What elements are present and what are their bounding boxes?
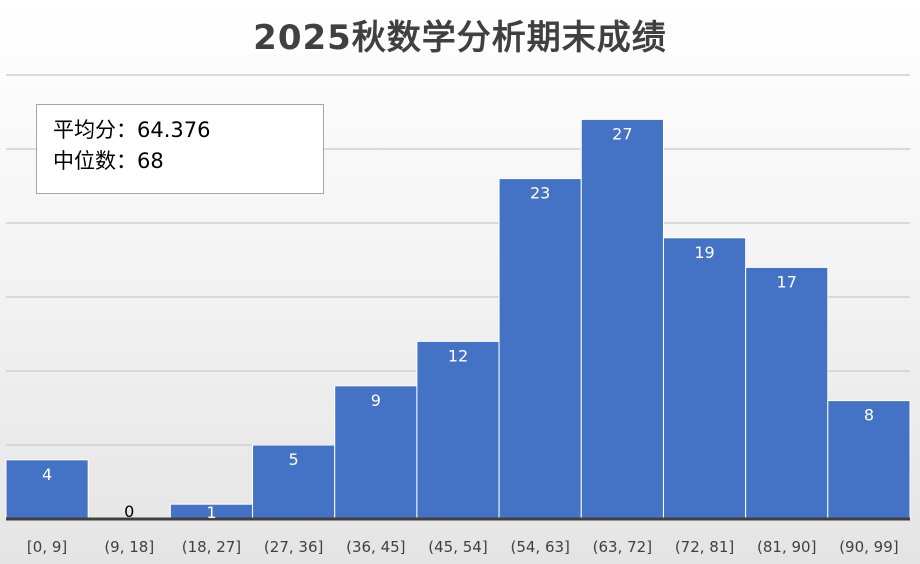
x-tick-label: (63, 72] (593, 538, 652, 556)
bar (580, 118, 664, 520)
bar (252, 444, 336, 520)
x-tick-label: (18, 27] (182, 538, 241, 556)
x-tick-label: (45, 54] (428, 538, 487, 556)
data-label: 1 (206, 503, 216, 522)
data-label: 9 (371, 391, 381, 410)
x-tick-label: (90, 99] (839, 538, 898, 556)
bar (498, 178, 582, 520)
x-tick-label: (72, 81] (675, 538, 734, 556)
bars (5, 118, 911, 520)
x-tick-label: (54, 63] (510, 538, 569, 556)
bar (745, 266, 829, 520)
data-label: 0 (124, 502, 134, 521)
data-label: 4 (42, 465, 52, 484)
data-label: 23 (530, 184, 550, 203)
bar (5, 459, 89, 520)
x-tick-label: (9, 18] (104, 538, 154, 556)
mean-text: 平均分：64.376 (53, 118, 211, 142)
x-tick-labels: [0, 9] (9, 18] (18, 27] (27, 36] (36, 45] (45… (27, 538, 899, 556)
x-tick-label: [0, 9] (27, 538, 67, 556)
data-label: 8 (864, 406, 874, 425)
data-label: 12 (448, 346, 468, 365)
data-label: 17 (777, 272, 797, 291)
x-tick-label: (36, 45] (346, 538, 405, 556)
data-label: 27 (612, 124, 632, 143)
x-tick-label: (27, 36] (264, 538, 323, 556)
chart-title: 2025秋数学分析期末成绩 (253, 18, 667, 58)
bar (416, 340, 500, 520)
data-label: 5 (289, 450, 299, 469)
bar (827, 400, 911, 520)
bar (334, 385, 418, 520)
x-tick-label: (81, 90] (757, 538, 816, 556)
bar (662, 237, 747, 520)
stats-box: 平均分：64.376 中位数：68 (36, 104, 324, 194)
median-text: 中位数：68 (53, 149, 164, 173)
data-label: 19 (694, 243, 714, 262)
data-labels: 4 0 1 5 9 12 23 27 19 17 8 (42, 124, 874, 522)
